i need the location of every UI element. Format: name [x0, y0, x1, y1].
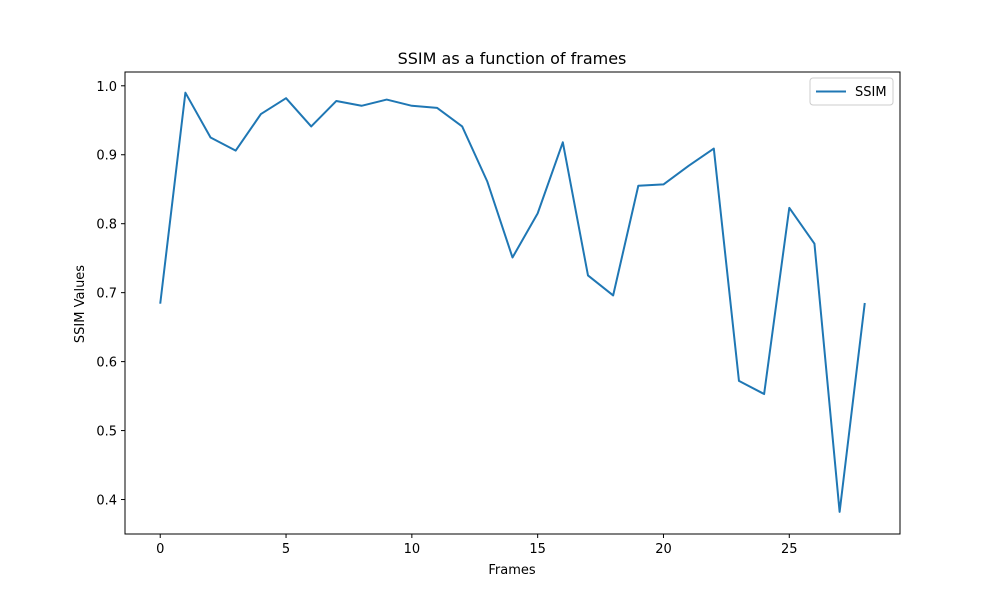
x-tick-label: 5	[282, 542, 290, 557]
plot-frame	[124, 71, 901, 535]
y-axis-label: SSIM Values	[73, 265, 88, 343]
legend: SSIM	[809, 77, 894, 106]
x-tick-label: 25	[781, 542, 798, 557]
series-line-1	[159, 91, 866, 513]
y-axis: 0.4 0.5 0.6 0.7 0.8 0.9 1.0	[96, 80, 125, 509]
chart-title: SSIM as a function of frames	[398, 49, 627, 68]
x-tick-label: 10	[404, 542, 421, 557]
plot-area	[124, 71, 901, 535]
x-axis: 0 5 10 15 20 25	[156, 534, 798, 557]
y-tick-label: 0.9	[96, 149, 117, 164]
y-tick-label: 0.7	[96, 287, 117, 302]
y-tick-label: 0.5	[96, 425, 117, 440]
legend-label: SSIM	[855, 85, 887, 100]
y-tick-label: 0.8	[96, 218, 117, 233]
y-tick-label: 1.0	[96, 80, 117, 95]
x-tick-label: 20	[655, 542, 672, 557]
x-tick-label: 15	[529, 542, 546, 557]
y-tick-label: 0.6	[96, 356, 117, 371]
x-tick-label: 0	[156, 542, 164, 557]
x-axis-label: Frames	[488, 563, 536, 578]
legend-box	[809, 77, 894, 106]
y-tick-label: 0.4	[96, 494, 117, 509]
